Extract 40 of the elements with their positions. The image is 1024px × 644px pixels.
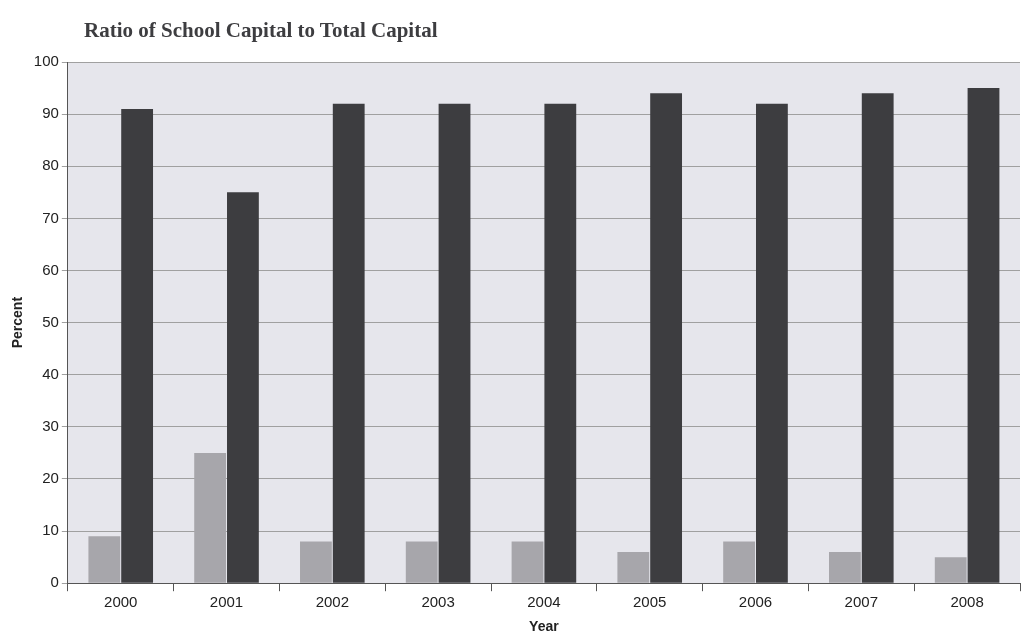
x-tick-label: 2002 xyxy=(315,593,350,611)
x-tick-label: 2001 xyxy=(209,593,244,611)
chart-title: Ratio of School Capital to Total Capital xyxy=(84,18,438,43)
x-tick-label: 2007 xyxy=(844,593,878,611)
y-tick-label: 40 xyxy=(42,364,59,382)
x-tick-label: 2003 xyxy=(421,593,455,611)
bar xyxy=(934,557,967,583)
bar xyxy=(967,88,1000,583)
x-tick-label: 2005 xyxy=(633,593,667,611)
bar xyxy=(861,93,894,583)
y-tick-label: 80 xyxy=(42,156,59,174)
y-axis-title: Percent xyxy=(9,296,26,349)
bar xyxy=(121,108,154,583)
y-tick-label: 10 xyxy=(42,521,59,539)
y-tick-label: 70 xyxy=(42,208,59,226)
bar xyxy=(617,551,650,583)
bar xyxy=(227,192,259,583)
y-tick-label: 90 xyxy=(42,104,59,122)
y-tick-label: 60 xyxy=(42,260,59,278)
x-tick-label: 2006 xyxy=(738,593,773,611)
bar xyxy=(332,103,365,583)
bar xyxy=(756,103,788,583)
bar xyxy=(723,541,756,583)
y-tick-label: 30 xyxy=(42,416,59,434)
x-tick-label: 2004 xyxy=(527,593,561,611)
bar xyxy=(650,93,683,583)
y-tick-label: 20 xyxy=(42,469,59,487)
bar xyxy=(544,103,577,583)
x-tick-label: 2008 xyxy=(950,593,984,611)
bar xyxy=(438,103,471,583)
bar xyxy=(829,551,861,583)
bar xyxy=(88,536,121,583)
bar xyxy=(300,541,332,583)
bar xyxy=(405,541,438,583)
x-axis-title: Year xyxy=(529,618,560,635)
y-tick-label: 50 xyxy=(42,312,59,330)
y-tick-label: 0 xyxy=(50,573,59,591)
bar xyxy=(511,541,544,583)
x-tick-label: 2000 xyxy=(104,593,138,611)
y-tick-label: 100 xyxy=(33,52,59,70)
